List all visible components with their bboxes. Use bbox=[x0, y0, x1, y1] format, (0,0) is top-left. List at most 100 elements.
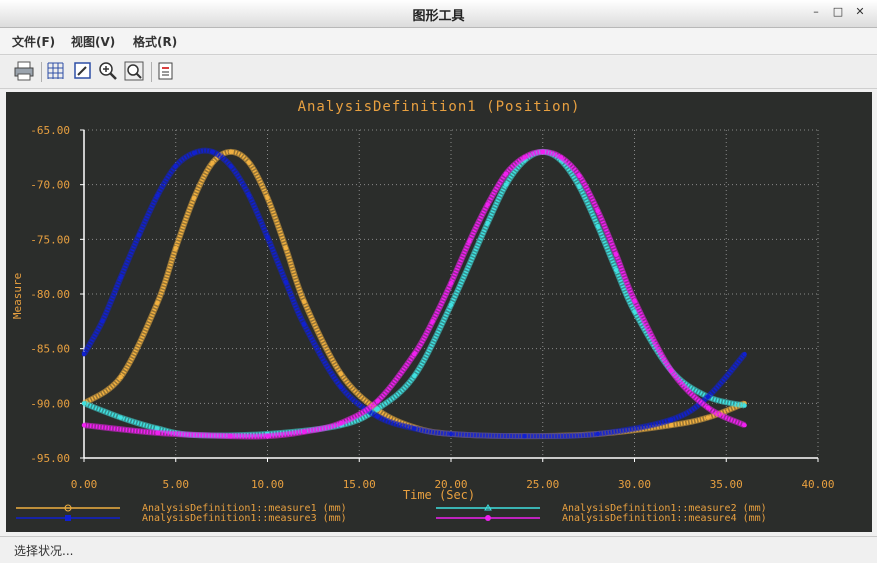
plot-area[interactable]: AnalysisDefinition1 (Position) 0.00 5.00 1… bbox=[6, 92, 872, 532]
zoom-in-icon[interactable] bbox=[97, 60, 119, 82]
y-tick-label: -80.00 bbox=[30, 288, 70, 301]
x-tick-label: 20.00 bbox=[434, 478, 467, 491]
series-measure1-mm bbox=[81, 148, 747, 440]
series-line bbox=[83, 149, 746, 439]
export-icon[interactable] bbox=[155, 60, 177, 82]
menu-view[interactable]: 视图(V) bbox=[71, 35, 116, 49]
series-point bbox=[742, 423, 747, 428]
series-point bbox=[100, 319, 105, 324]
series-point bbox=[375, 398, 380, 404]
series-point bbox=[81, 351, 87, 357]
series-point bbox=[191, 195, 197, 200]
menu-format[interactable]: 格式(R) bbox=[133, 35, 178, 49]
series-point bbox=[118, 415, 123, 420]
series-point bbox=[265, 433, 270, 439]
series-point bbox=[173, 245, 178, 251]
chart-svg: AnalysisDefinition1 (Position) 0.00 5.00 1… bbox=[11, 99, 835, 524]
series-point bbox=[669, 368, 674, 373]
legend-marker bbox=[484, 504, 492, 511]
zoom-fit-icon[interactable] bbox=[123, 60, 145, 82]
series-point bbox=[265, 195, 270, 200]
series-point bbox=[412, 373, 417, 379]
minimize-button[interactable]: – bbox=[813, 5, 819, 18]
series-point bbox=[485, 202, 490, 207]
legend-label: AnalysisDefinition1::measure1 (mm) bbox=[142, 503, 347, 514]
series-point bbox=[81, 401, 87, 406]
series-point bbox=[669, 423, 674, 428]
series-point bbox=[485, 220, 490, 226]
series-point bbox=[412, 426, 417, 431]
series-point bbox=[246, 160, 252, 165]
menu-file[interactable]: 文件(F) bbox=[12, 35, 56, 49]
x-tick-label: 10.00 bbox=[251, 478, 284, 491]
series-point bbox=[191, 150, 197, 156]
x-tick-label: 15.00 bbox=[343, 478, 376, 491]
y-tick-label: -70.00 bbox=[30, 179, 70, 192]
legend-label: AnalysisDefinition1::measure2 (mm) bbox=[562, 503, 767, 514]
series-point bbox=[632, 298, 637, 303]
series-point bbox=[155, 426, 160, 431]
series-point bbox=[595, 431, 600, 437]
chart-series bbox=[81, 147, 747, 440]
menubar: 文件(F) 视图(V) 格式(R) bbox=[0, 28, 877, 55]
series-point bbox=[118, 275, 123, 280]
legend-label: AnalysisDefinition1::measure3 (mm) bbox=[142, 513, 347, 524]
series-point bbox=[412, 351, 417, 357]
maximize-button[interactable]: □ bbox=[832, 5, 844, 18]
series-point bbox=[210, 149, 215, 155]
x-tick-label: 40.00 bbox=[801, 478, 834, 491]
series-point bbox=[522, 155, 527, 160]
edit-icon[interactable] bbox=[72, 60, 94, 82]
series-point bbox=[265, 234, 270, 240]
series-point bbox=[375, 414, 380, 419]
series-point bbox=[338, 384, 344, 390]
series-point bbox=[613, 267, 619, 273]
series-point bbox=[375, 406, 380, 411]
series-band bbox=[82, 148, 746, 439]
y-axis-label: Measure bbox=[11, 273, 24, 319]
series-point bbox=[448, 302, 454, 308]
toolbar bbox=[0, 56, 877, 89]
legend-label: AnalysisDefinition1::measure4 (mm) bbox=[562, 513, 767, 524]
printer-icon[interactable] bbox=[13, 60, 35, 82]
series-line bbox=[83, 149, 746, 438]
series-point bbox=[467, 239, 472, 244]
series-point bbox=[118, 374, 123, 380]
legend-marker bbox=[485, 515, 491, 521]
series-line bbox=[82, 148, 747, 439]
statusbar: 选择状况... bbox=[0, 536, 877, 563]
x-tick-label: 5.00 bbox=[163, 478, 190, 491]
legend-marker bbox=[64, 504, 72, 512]
series-point bbox=[302, 322, 307, 327]
series-band bbox=[81, 147, 747, 440]
series-point bbox=[522, 433, 527, 439]
legend-item-measure2-mm: AnalysisDefinition1::measure2 (mm) bbox=[436, 503, 767, 514]
series-point bbox=[228, 149, 233, 155]
series-point bbox=[448, 431, 454, 437]
series-point bbox=[338, 420, 344, 426]
series-point bbox=[577, 184, 582, 190]
y-tick-label: -75.00 bbox=[30, 233, 70, 246]
series-point bbox=[81, 423, 87, 428]
series-point bbox=[155, 193, 160, 198]
series-band bbox=[83, 148, 746, 440]
toolbar-separator bbox=[151, 62, 152, 82]
x-tick-label: 30.00 bbox=[618, 478, 651, 491]
series-point bbox=[283, 245, 289, 251]
chart-title: AnalysisDefinition1 (Position) bbox=[298, 99, 581, 115]
chart-axes bbox=[80, 129, 819, 462]
series-point bbox=[155, 300, 160, 305]
series-point bbox=[595, 208, 600, 214]
window-titlebar: 图形工具 – □ ✕ bbox=[0, 0, 877, 28]
y-tick-label: -95.00 bbox=[30, 452, 70, 465]
series-point bbox=[228, 163, 233, 169]
legend-marker bbox=[65, 515, 71, 521]
close-button[interactable]: ✕ bbox=[855, 5, 865, 18]
series-point bbox=[246, 193, 252, 198]
y-tick-label: -65.00 bbox=[30, 124, 70, 137]
series-point bbox=[595, 224, 600, 229]
grid-icon[interactable] bbox=[45, 60, 67, 82]
series-measure3-mm bbox=[81, 147, 747, 440]
series-measure4-mm bbox=[81, 148, 747, 440]
series-point bbox=[558, 155, 564, 160]
